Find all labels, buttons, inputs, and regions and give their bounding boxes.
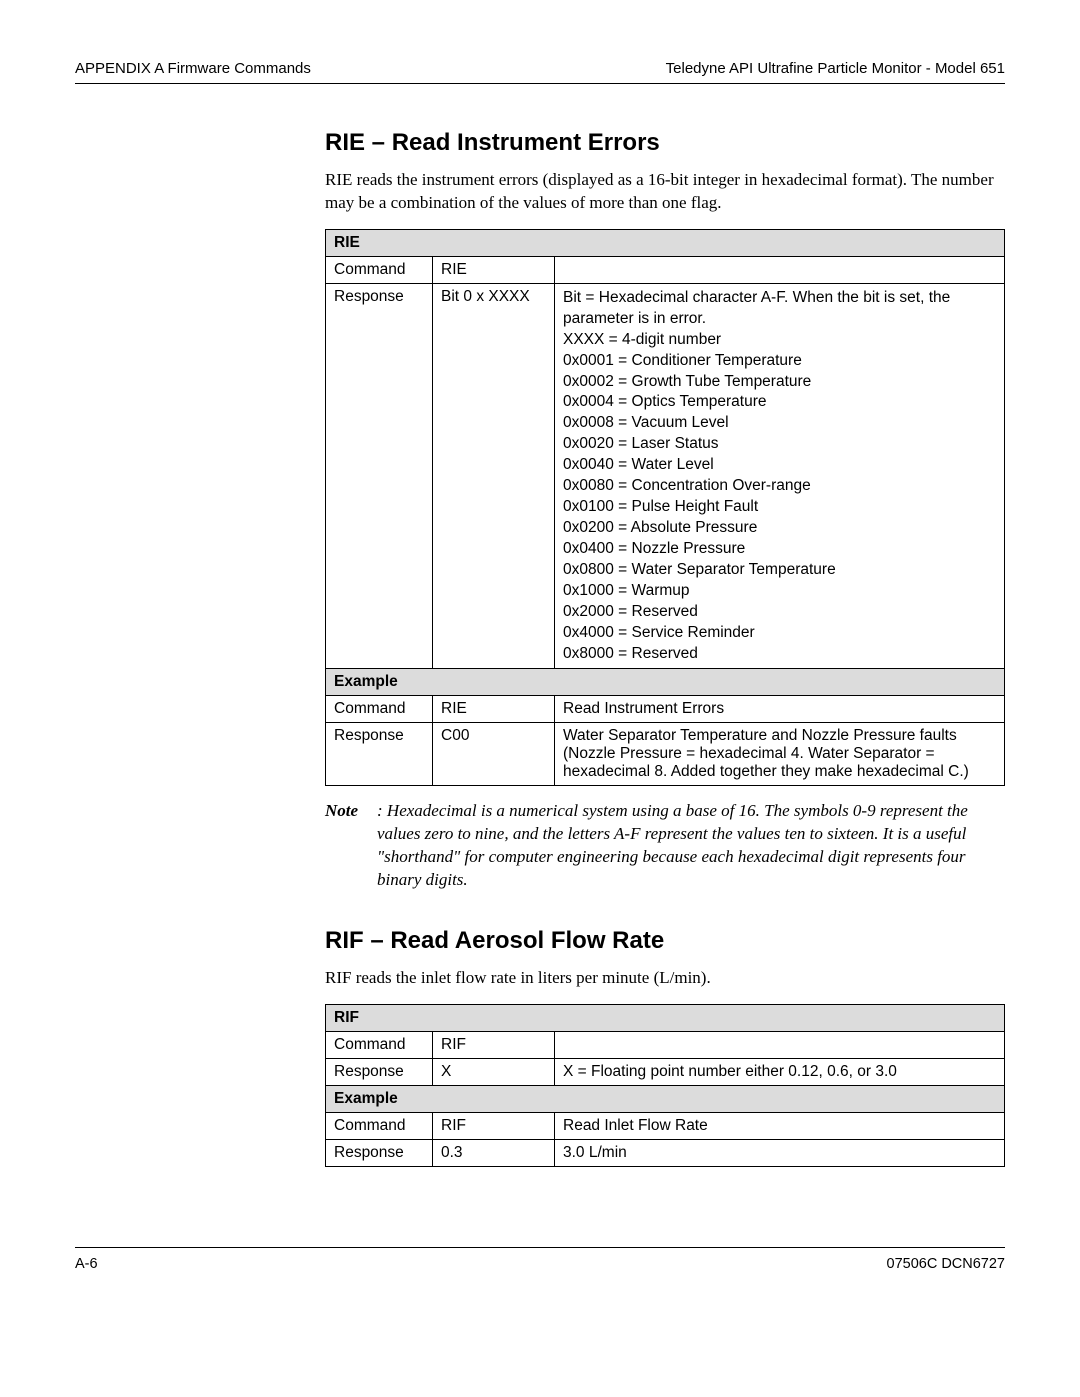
section-rif-intro: RIF reads the inlet flow rate in liters … bbox=[325, 967, 1005, 990]
section-rie-intro: RIE reads the instrument errors (display… bbox=[325, 169, 1005, 215]
rie-example-header: Example bbox=[326, 669, 1005, 696]
note-label: Note bbox=[325, 800, 377, 892]
note-text: : Hexadecimal is a numerical system usin… bbox=[377, 800, 1005, 892]
bitflag-line: XXXX = 4-digit number bbox=[563, 330, 996, 351]
bitflag-line: 0x2000 = Reserved bbox=[563, 602, 996, 623]
bitflag-line: Bit = Hexadecimal character A-F. When th… bbox=[563, 288, 996, 330]
bitflag-line: 0x0002 = Growth Tube Temperature bbox=[563, 372, 996, 393]
table-cell: Water Separator Temperature and Nozzle P… bbox=[555, 723, 1005, 786]
table-cell: RIE bbox=[433, 696, 555, 723]
rie-bitflags-cell: Bit = Hexadecimal character A-F. When th… bbox=[555, 283, 1005, 669]
table-cell bbox=[555, 256, 1005, 283]
section-rif-title: RIF – Read Aerosol Flow Rate bbox=[325, 927, 1005, 955]
table-cell: Read Instrument Errors bbox=[555, 696, 1005, 723]
rie-table: RIE Command RIE Response Bit 0 x XXXX Bi… bbox=[325, 229, 1005, 787]
header-left: APPENDIX A Firmware Commands bbox=[75, 60, 311, 77]
table-cell: 0.3 bbox=[433, 1140, 555, 1167]
header-rule bbox=[75, 83, 1005, 84]
table-cell: C00 bbox=[433, 723, 555, 786]
table-cell: Response bbox=[326, 283, 433, 669]
bitflag-line: 0x0020 = Laser Status bbox=[563, 434, 996, 455]
table-cell: Response bbox=[326, 723, 433, 786]
page-header: APPENDIX A Firmware Commands Teledyne AP… bbox=[75, 60, 1005, 77]
bitflag-line: 0x0008 = Vacuum Level bbox=[563, 413, 996, 434]
table-cell: Command bbox=[326, 1032, 433, 1059]
header-right: Teledyne API Ultrafine Particle Monitor … bbox=[666, 60, 1005, 77]
bitflag-line: 0x4000 = Service Reminder bbox=[563, 623, 996, 644]
rif-table-header: RIF bbox=[326, 1005, 1005, 1032]
table-cell: Command bbox=[326, 696, 433, 723]
rif-example-header: Example bbox=[326, 1086, 1005, 1113]
bitflag-line: 0x0200 = Absolute Pressure bbox=[563, 518, 996, 539]
table-cell: Bit 0 x XXXX bbox=[433, 283, 555, 669]
rie-table-header: RIE bbox=[326, 229, 1005, 256]
footer-left: A-6 bbox=[75, 1256, 98, 1272]
table-cell: RIE bbox=[433, 256, 555, 283]
bitflag-line: 0x0100 = Pulse Height Fault bbox=[563, 497, 996, 518]
note-block: Note : Hexadecimal is a numerical system… bbox=[325, 800, 1005, 892]
bitflag-line: 0x1000 = Warmup bbox=[563, 581, 996, 602]
bitflag-line: 0x0004 = Optics Temperature bbox=[563, 392, 996, 413]
table-cell: Command bbox=[326, 1113, 433, 1140]
bitflag-line: 0x0040 = Water Level bbox=[563, 455, 996, 476]
footer-right: 07506C DCN6727 bbox=[887, 1256, 1006, 1272]
bitflag-line: 0x0400 = Nozzle Pressure bbox=[563, 539, 996, 560]
section-rie-title: RIE – Read Instrument Errors bbox=[325, 129, 1005, 157]
table-cell: X bbox=[433, 1059, 555, 1086]
table-cell: 3.0 L/min bbox=[555, 1140, 1005, 1167]
table-cell bbox=[555, 1032, 1005, 1059]
table-cell: X = Floating point number either 0.12, 0… bbox=[555, 1059, 1005, 1086]
bitflag-line: 0x0001 = Conditioner Temperature bbox=[563, 351, 996, 372]
page-footer: A-6 07506C DCN6727 bbox=[75, 1256, 1005, 1272]
table-cell: Response bbox=[326, 1059, 433, 1086]
footer-rule bbox=[75, 1247, 1005, 1248]
table-cell: Read Inlet Flow Rate bbox=[555, 1113, 1005, 1140]
rif-table: RIF Command RIF Response X X = Floating … bbox=[325, 1004, 1005, 1167]
bitflag-line: 0x0080 = Concentration Over-range bbox=[563, 476, 996, 497]
bitflag-line: 0x0800 = Water Separator Temperature bbox=[563, 560, 996, 581]
table-cell: Command bbox=[326, 256, 433, 283]
table-cell: RIF bbox=[433, 1113, 555, 1140]
table-cell: RIF bbox=[433, 1032, 555, 1059]
bitflag-line: 0x8000 = Reserved bbox=[563, 644, 996, 665]
table-cell: Response bbox=[326, 1140, 433, 1167]
